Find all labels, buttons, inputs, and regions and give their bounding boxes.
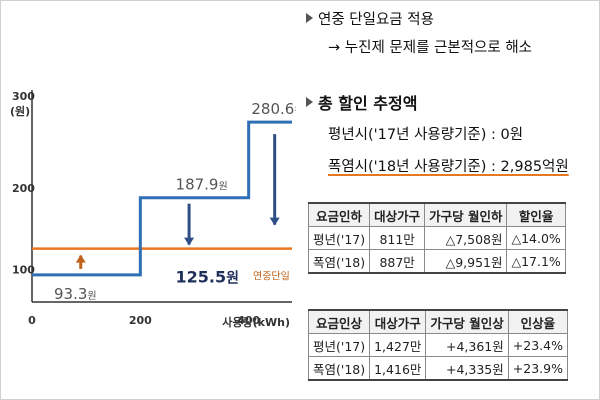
b2-line1-value: 0원: [500, 127, 524, 143]
cell: △17.1%: [506, 249, 566, 274]
col-header: 할인율: [506, 202, 566, 227]
cell: △9,951원: [424, 249, 508, 274]
y-axis-label-unit: (원): [10, 104, 30, 118]
cell: +4,335원: [425, 356, 509, 381]
b2-line2: 폭염시('18년 사용량기준) : 2,985억원: [328, 155, 569, 176]
y-tick-label: 200: [12, 182, 35, 195]
cell: 폭염('18): [307, 249, 371, 274]
cell: 887만: [369, 249, 426, 274]
cell: +4,361원: [425, 333, 509, 357]
y-axis-label-top: 300: [12, 90, 35, 103]
cell: 811만: [369, 226, 426, 250]
table-row: 폭염('18) 1,416만 +4,335원 +23.9%: [307, 356, 568, 381]
x-axis-label: 사용량(kWh): [222, 315, 290, 329]
y-tick-label: 100: [12, 263, 35, 276]
cell: +23.9%: [507, 356, 568, 381]
col-header: 대상가구: [369, 309, 427, 334]
col-header: 대상가구: [369, 202, 426, 227]
tiered-rate-line: [32, 120, 292, 277]
col-header: 가구당 월인하: [424, 202, 508, 227]
increase-table: 요금인상 대상가구 가구당 월인상 인상율 평년('17) 1,427만 +4,…: [307, 309, 568, 381]
table-row: 평년('17) 1,427만 +4,361원 +23.4%: [307, 333, 568, 357]
col-header: 가구당 월인상: [425, 309, 509, 334]
table-header-row: 요금인상 대상가구 가구당 월인상 인상율: [307, 309, 568, 334]
tier2-label: 187.9원: [176, 176, 228, 194]
decrease-arrow-head: [269, 217, 280, 226]
x-tick-label: 400: [237, 314, 260, 327]
b2-line1: 평년시('17년 사용량기준) : 0원: [328, 123, 523, 144]
cell: +23.4%: [507, 333, 568, 357]
cell: △14.0%: [506, 226, 566, 250]
b2-line1-label: 평년시('17년 사용량기준) :: [328, 127, 501, 143]
tier1-label: 93.3원: [54, 285, 97, 303]
bullet1-title: 연중 단일요금 적용: [318, 12, 434, 28]
bullet2-title: 총 할인 추정액: [318, 94, 418, 113]
cell: 1,416만: [369, 356, 427, 381]
discount-table: 요금인하 대상가구 가구당 월인하 할인율 평년('17) 811만 △7,50…: [307, 202, 566, 274]
decrease-arrow-head: [184, 237, 195, 246]
bullet-icon: [306, 13, 313, 23]
cell: 평년('17): [307, 333, 371, 357]
cell: △7,508원: [424, 226, 508, 250]
col-header: 요금인하: [307, 202, 371, 227]
b2-line2-value: 2,985억원: [500, 159, 569, 175]
tier3-label: 280.6원: [251, 100, 296, 118]
single-rate-tag: 연중단일: [253, 271, 290, 283]
b2-line2-label: 폭염시('18년 사용량기준) :: [328, 159, 501, 175]
col-header: 인상율: [507, 309, 568, 334]
bullet1-sub: → 누진제 문제를 근본적으로 해소: [328, 40, 533, 56]
cell: 폭염('18): [307, 356, 371, 381]
bullet-icon: [306, 97, 313, 107]
cell: 평년('17): [307, 226, 371, 250]
cell: 1,427만: [369, 333, 427, 357]
table-row: 평년('17) 811만 △7,508원 △14.0%: [307, 226, 566, 250]
chart-area: 300 (원) 200 100 0 200 400 사용량(kWh) 93.3원 187.…: [2, 2, 304, 396]
col-header: 요금인상: [307, 309, 371, 334]
table-row: 폭염('18) 887만 △9,951원 △17.1%: [307, 249, 566, 274]
single-rate-label: 125.5원: [176, 268, 240, 287]
x-tick-label: 0: [28, 314, 36, 327]
table-header-row: 요금인하 대상가구 가구당 월인하 할인율: [307, 202, 566, 227]
x-tick-label: 200: [129, 314, 152, 327]
summary-panel: 연중 단일요금 적용 → 누진제 문제를 근본적으로 해소 총 할인 추정액 평…: [300, 2, 598, 398]
increase-arrow-head: [75, 254, 86, 263]
